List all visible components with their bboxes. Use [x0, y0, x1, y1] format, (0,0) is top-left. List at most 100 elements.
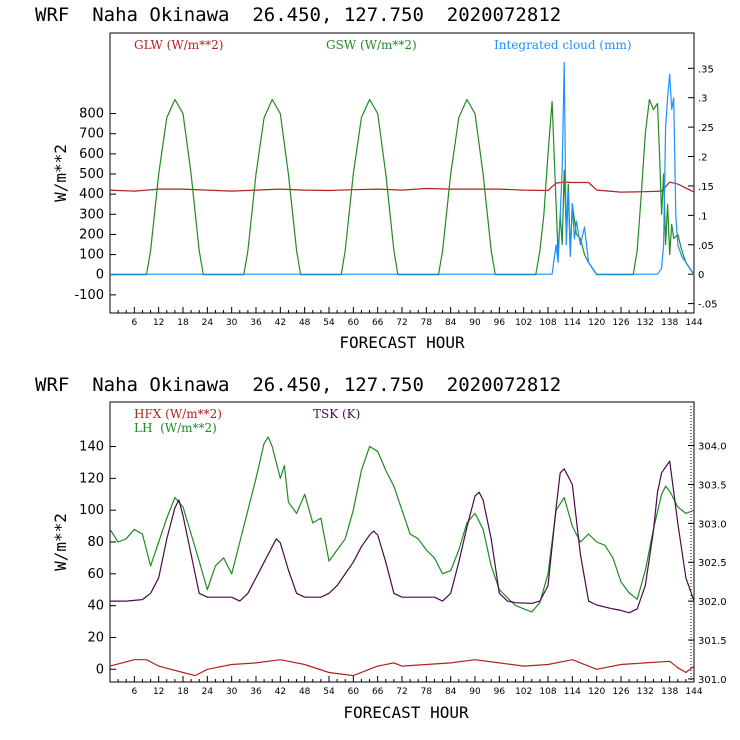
legend-glw: GLW (W/m**2) [134, 38, 223, 52]
x-tick-label: 60 [348, 687, 360, 697]
series-line-lh [109, 436, 695, 613]
x-tick-label: 84 [445, 687, 457, 697]
x-tick-label: 48 [299, 687, 311, 697]
y-tick-label: 60 [87, 567, 104, 582]
x-tick-label: 42 [275, 318, 286, 328]
bottom-panel: WRF Naha Okinawa 26.450, 127.750 2020072… [35, 374, 727, 722]
x-tick-label: 6 [131, 318, 137, 328]
x-tick-label: 78 [421, 318, 433, 328]
y-tick-label: 700 [79, 127, 104, 142]
x-tick-label: 24 [202, 687, 214, 697]
x-tick-label: 120 [588, 318, 605, 328]
y-tick-label: 0 [96, 268, 104, 283]
y-tick-label: 100 [79, 248, 104, 263]
top-series [109, 61, 695, 276]
y-tick-label: 20 [87, 630, 104, 645]
y2-tick-label: 0 [698, 270, 704, 281]
y2-tick-label: 304.0 [698, 442, 727, 453]
series-line-glw [109, 181, 695, 193]
x-tick-label: 42 [275, 687, 286, 697]
series-line-hfx [109, 659, 695, 677]
legend-cloud: Integrated cloud (mm) [494, 38, 632, 52]
x-tick-label: 36 [250, 318, 262, 328]
x-tick-label: 18 [177, 318, 189, 328]
x-tick-label: 48 [299, 318, 311, 328]
legend-hfx: HFX (W/m**2) [134, 407, 222, 421]
y2-tick-label: .15 [698, 182, 714, 193]
top-plot-frame [109, 32, 695, 314]
x-tick-label: 114 [564, 687, 581, 697]
x-tick-label: 78 [421, 687, 433, 697]
y2-tick-label: .1 [698, 211, 708, 222]
series-line-tsk [110, 460, 695, 614]
y-tick-label: 80 [87, 535, 104, 550]
y2-tick-label: .2 [698, 153, 708, 164]
y-tick-label: 400 [79, 187, 104, 202]
legend-gsw: GSW (W/m**2) [326, 38, 417, 52]
x-tick-label: 126 [612, 318, 629, 328]
series-line-integrated [110, 61, 695, 275]
top-panel-title: WRF Naha Okinawa 26.450, 127.750 2020072… [35, 4, 561, 26]
y2-tick-label: .35 [698, 64, 714, 75]
x-tick-label: 12 [153, 318, 164, 328]
y-tick-label: 600 [79, 147, 104, 162]
y2-tick-label: 301.0 [698, 675, 727, 686]
top-panel: WRF Naha Okinawa 26.450, 127.750 2020072… [35, 4, 718, 352]
y-tick-label: 500 [79, 167, 104, 182]
y-tick-label: -100 [74, 288, 104, 303]
x-tick-label: 54 [323, 318, 335, 328]
bottom-panel-title: WRF Naha Okinawa 26.450, 127.750 2020072… [35, 374, 561, 396]
y-tick-label: 300 [79, 207, 104, 222]
y2-tick-label: .3 [698, 94, 708, 105]
y2-tick-label: 302.5 [698, 558, 727, 569]
x-tick-label: 138 [661, 687, 678, 697]
bottom-y-axis-label: W/m**2 [51, 513, 70, 571]
x-tick-label: 102 [515, 687, 532, 697]
bottom-plot-frame [109, 401, 695, 683]
x-tick-label: 54 [323, 687, 335, 697]
x-tick-label: 144 [685, 318, 702, 328]
y-tick-label: 200 [79, 227, 104, 242]
x-tick-label: 66 [372, 318, 384, 328]
y-tick-label: 120 [79, 471, 104, 486]
x-tick-label: 96 [494, 318, 506, 328]
x-tick-label: 120 [588, 687, 605, 697]
legend-tsk: TSK (K) [313, 407, 360, 421]
x-tick-label: 108 [539, 318, 556, 328]
x-tick-label: 132 [637, 318, 654, 328]
top-x-axis-label: FORECAST HOUR [339, 333, 465, 352]
x-tick-label: 132 [637, 687, 654, 697]
bottom-x-axis-label: FORECAST HOUR [343, 703, 469, 722]
y2-tick-label: .25 [698, 123, 714, 134]
y2-tick-label: 301.5 [698, 636, 727, 647]
y2-tick-label: 303.5 [698, 480, 727, 491]
y2-tick-label: .05 [698, 241, 714, 252]
legend-lh: LH (W/m**2) [134, 421, 217, 435]
x-tick-label: 36 [250, 687, 262, 697]
x-tick-label: 30 [226, 687, 238, 697]
x-tick-label: 84 [445, 318, 457, 328]
x-tick-label: 114 [564, 318, 581, 328]
bottom-series [109, 436, 695, 677]
x-tick-label: 72 [396, 318, 407, 328]
x-tick-label: 144 [685, 687, 702, 697]
x-tick-label: 6 [131, 687, 137, 697]
y-tick-label: 140 [79, 440, 104, 455]
x-tick-label: 18 [177, 687, 189, 697]
x-tick-label: 96 [494, 687, 506, 697]
x-tick-label: 90 [469, 318, 481, 328]
bottom-ticks: 6 12 18 24 30 36 42 48 54 60 66 72 78 84 90 96 102 108 114… [79, 440, 726, 697]
y-tick-label: 0 [96, 662, 104, 677]
y2-tick-label: -.05 [698, 300, 718, 311]
x-tick-label: 66 [372, 687, 384, 697]
x-tick-label: 138 [661, 318, 678, 328]
x-tick-label: 60 [348, 318, 360, 328]
x-tick-label: 30 [226, 318, 238, 328]
top-y-axis-label: W/m**2 [51, 144, 70, 202]
top-ticks: 6 12 18 24 30 36 42 48 54 60 66 72 78 84 90 96 102 108 114… [74, 64, 717, 328]
x-tick-label: 72 [396, 687, 407, 697]
x-tick-label: 126 [612, 687, 629, 697]
x-tick-label: 90 [469, 687, 481, 697]
y-tick-label: 40 [87, 599, 104, 614]
